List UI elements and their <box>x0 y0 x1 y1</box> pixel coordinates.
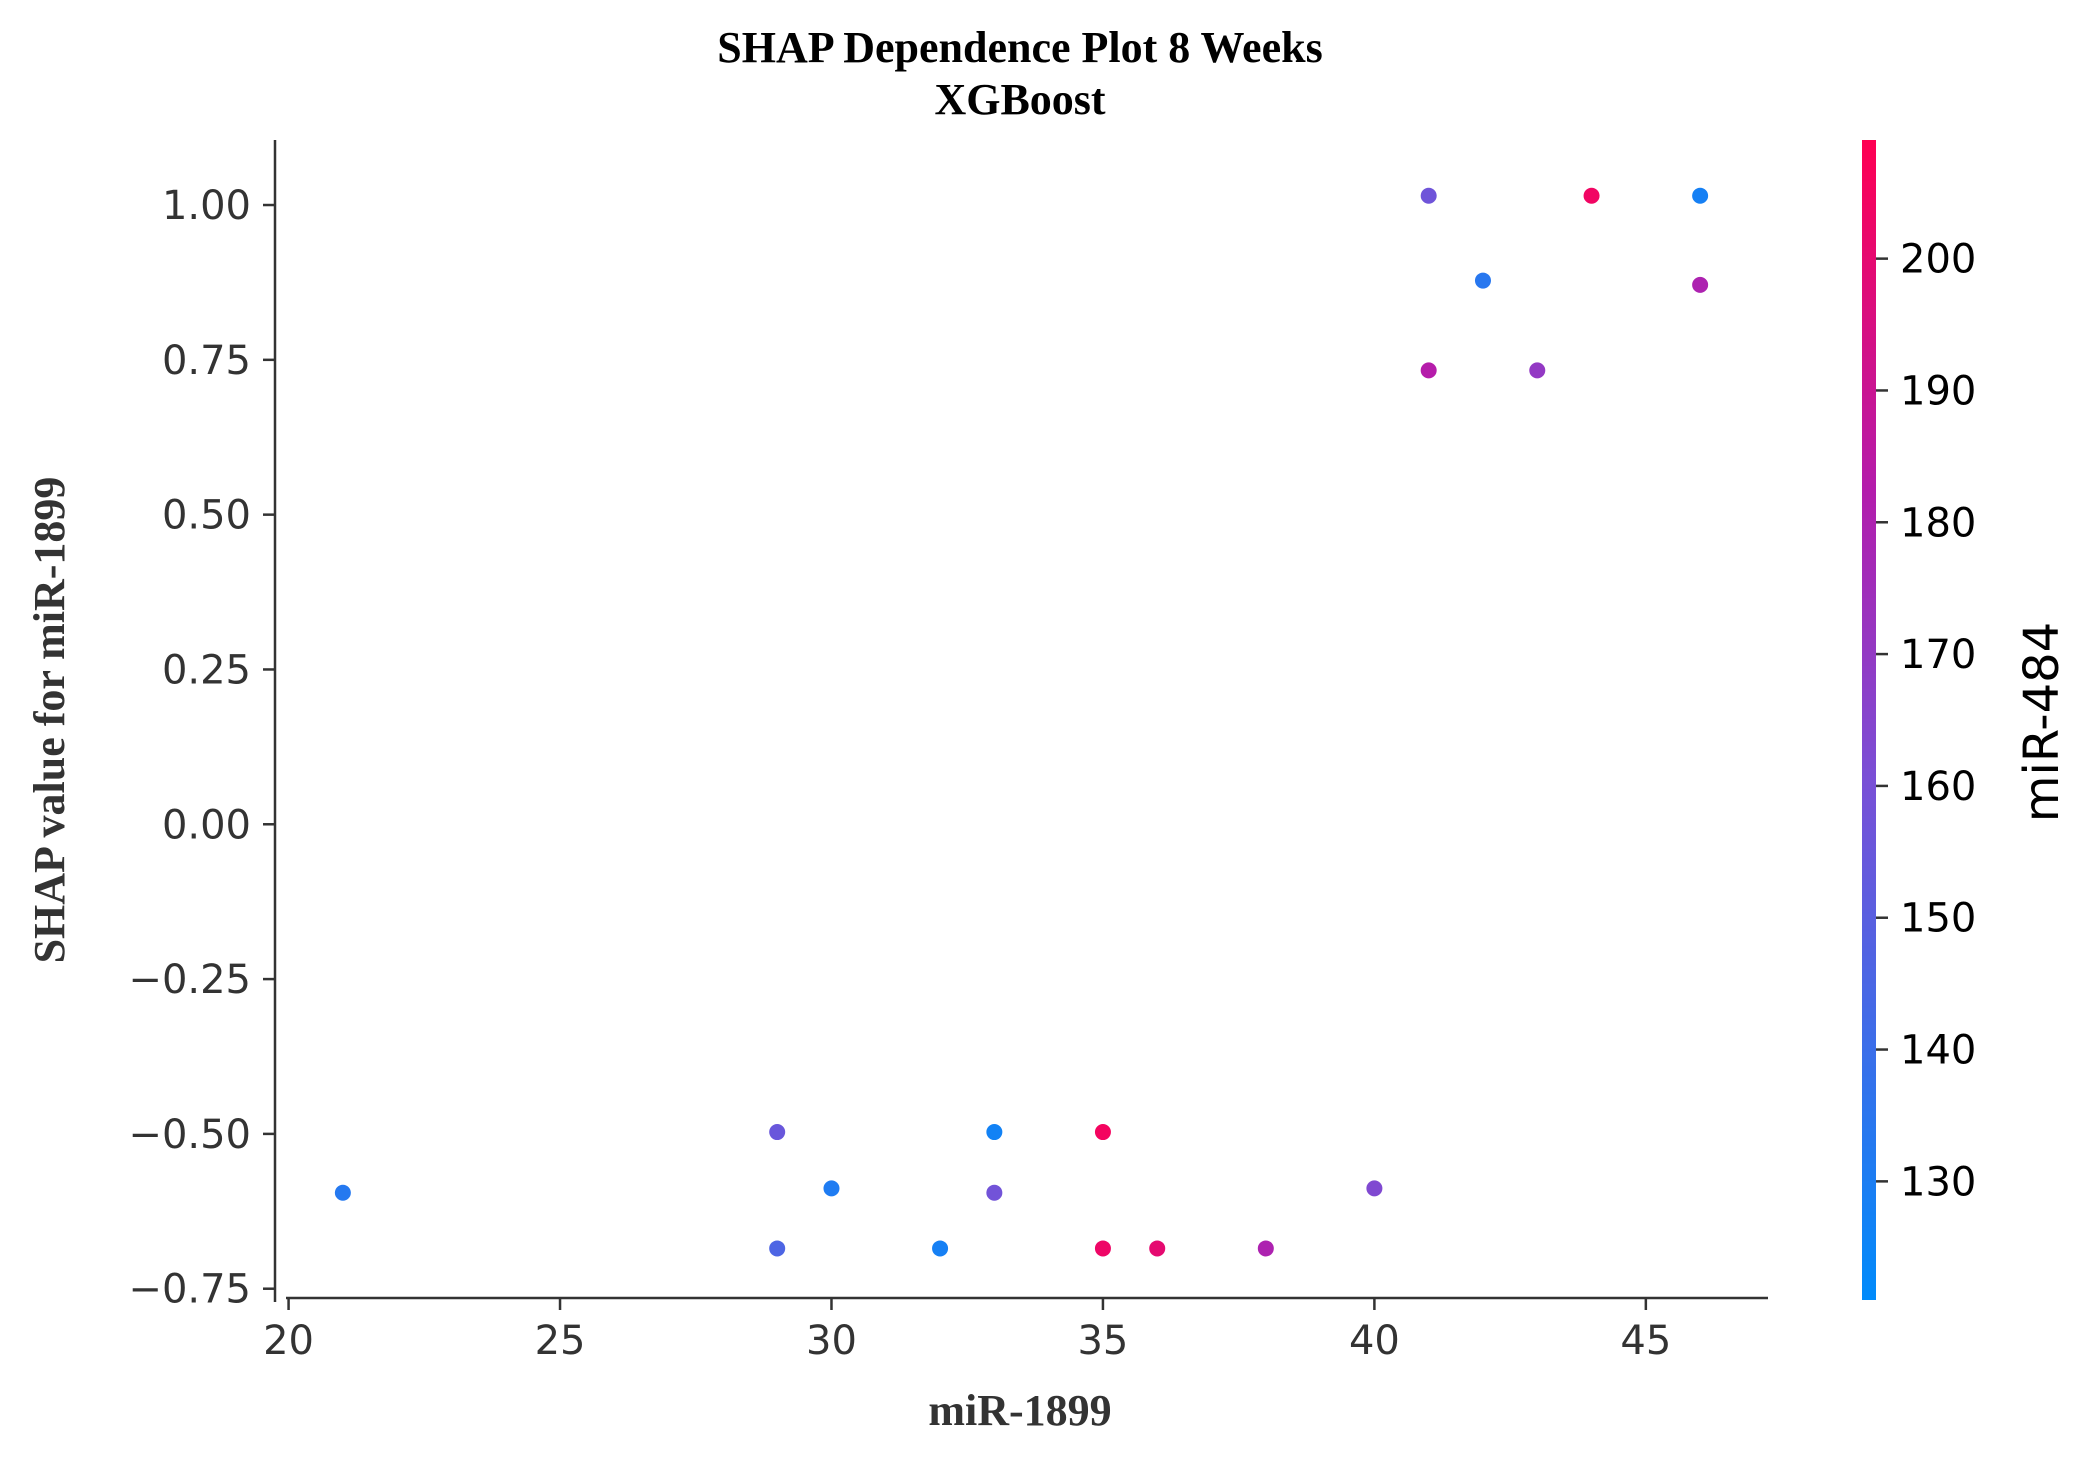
scatter-point <box>1149 1240 1166 1257</box>
scatter-point <box>1420 362 1437 379</box>
scatter-point <box>1692 187 1709 204</box>
scatter-point <box>1094 1240 1111 1257</box>
x-tick-label: 20 <box>263 1318 314 1364</box>
colorbar-ticks: 130 140 150 160 170 180 190 200 <box>1876 237 1976 1205</box>
scatter-point <box>1583 187 1600 204</box>
scatter-point <box>1094 1124 1111 1141</box>
colorbar-tick-label: 130 <box>1900 1159 1976 1205</box>
y-tick-label: −0.25 <box>128 957 251 1003</box>
x-tick-label: 40 <box>1349 1318 1400 1364</box>
y-tick-label: 0.00 <box>162 802 251 848</box>
scatter-points <box>334 187 1709 1257</box>
x-tick-label: 45 <box>1620 1318 1671 1364</box>
y-tick-label: −0.50 <box>128 1112 251 1158</box>
x-tick-label: 25 <box>535 1318 586 1364</box>
colorbar-tick-label: 180 <box>1900 500 1976 546</box>
colorbar-label: miR-484 <box>2014 622 2070 822</box>
y-tick-label: 0.50 <box>162 493 251 539</box>
y-tick-label: 0.25 <box>162 647 251 693</box>
colorbar-tick-label: 140 <box>1900 1028 1976 1074</box>
scatter-point <box>986 1124 1003 1141</box>
y-tick-label: 0.75 <box>162 338 251 384</box>
y-axis-label: SHAP value for miR-1899 <box>25 477 74 964</box>
scatter-point <box>769 1124 786 1141</box>
colorbar-tick-label: 160 <box>1900 764 1976 810</box>
scatter-point <box>1366 1180 1383 1197</box>
chart-title-line-1: SHAP Dependence Plot 8 Weeks <box>717 23 1322 72</box>
chart-title-line-2: XGBoost <box>934 75 1105 124</box>
scatter-point <box>769 1240 786 1257</box>
scatter-point <box>334 1184 351 1201</box>
scatter-point <box>1420 187 1437 204</box>
x-ticks: 20 25 30 35 40 45 <box>263 1298 1671 1364</box>
colorbar <box>1862 140 1876 1300</box>
x-axis-label: miR-1899 <box>928 1386 1111 1435</box>
scatter-point <box>1692 276 1709 293</box>
scatter-point <box>932 1240 949 1257</box>
scatter-point <box>1474 272 1491 289</box>
y-tick-label: −0.75 <box>128 1267 251 1313</box>
colorbar-tick-label: 150 <box>1900 896 1976 942</box>
scatter-point <box>823 1180 840 1197</box>
colorbar-tick-label: 170 <box>1900 632 1976 678</box>
colorbar-tick-label: 190 <box>1900 368 1976 414</box>
x-tick-label: 35 <box>1077 1318 1128 1364</box>
x-tick-label: 30 <box>806 1318 857 1364</box>
y-tick-label: 1.00 <box>162 183 251 229</box>
scatter-point <box>986 1184 1003 1201</box>
colorbar-tick-label: 200 <box>1900 237 1976 283</box>
scatter-point <box>1257 1240 1274 1257</box>
y-ticks: 1.00 0.75 0.50 0.25 0.00 −0.25 −0.50 −0.75 <box>128 183 275 1313</box>
scatter-point <box>1529 362 1546 379</box>
